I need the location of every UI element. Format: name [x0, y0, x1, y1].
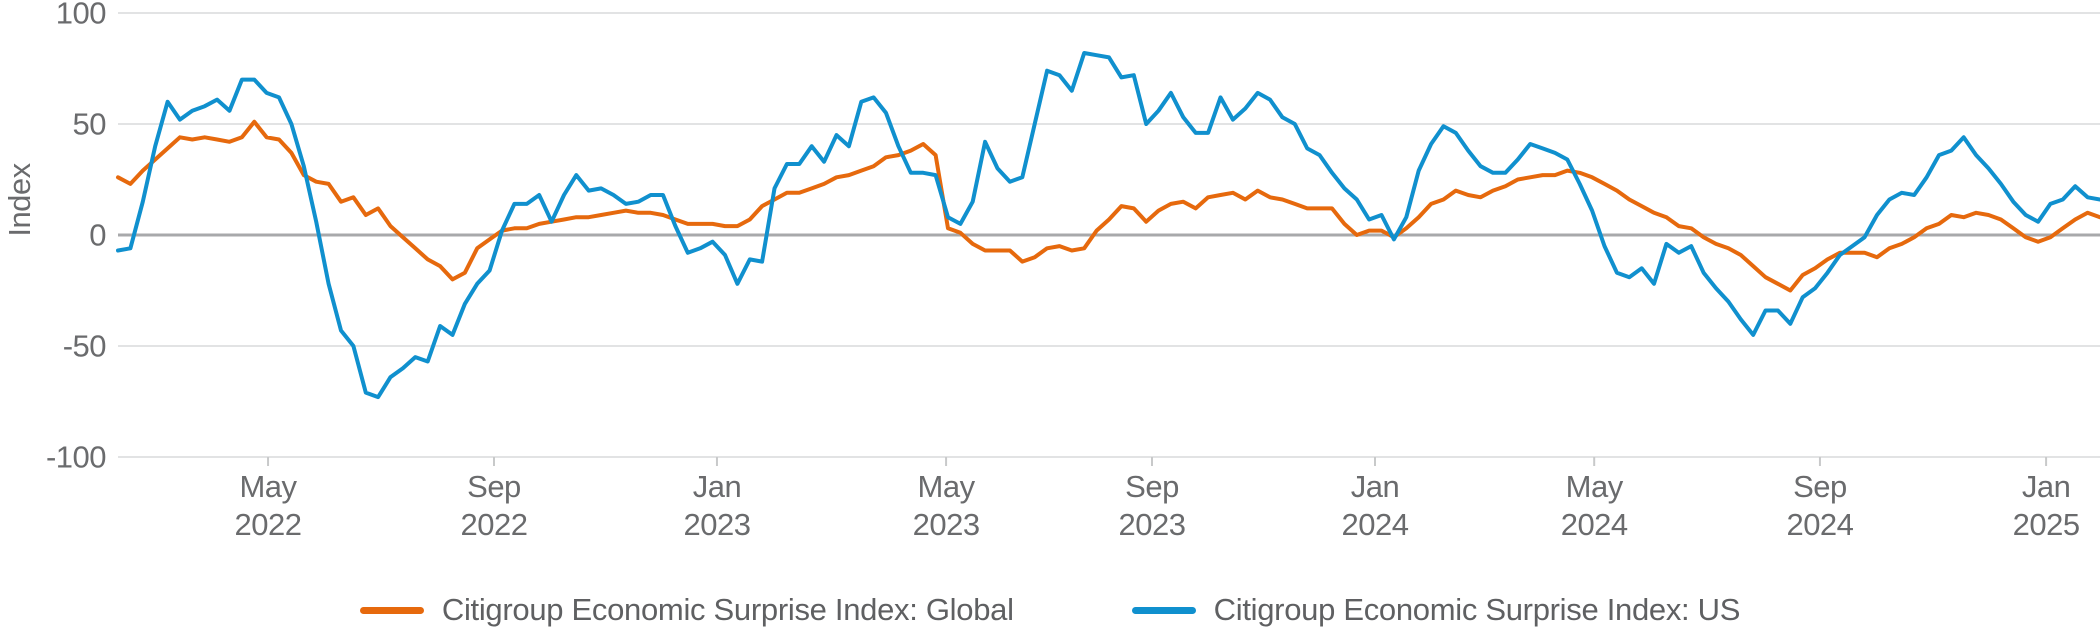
legend-swatch [359, 606, 424, 614]
legend-item-us: Citigroup Economic Surprise Index: US [1131, 592, 1741, 628]
x-axis-month-label: Sep [467, 469, 521, 504]
y-axis-tick-label: 100 [56, 0, 106, 31]
x-axis-month-label: Sep [1793, 469, 1847, 504]
x-axis-year-label: 2023 [913, 507, 980, 542]
x-axis-year-label: 2024 [1342, 507, 1409, 542]
x-axis-month-label: May [239, 469, 297, 504]
legend-label: Citigroup Economic Surprise Index: Globa… [441, 592, 1014, 627]
x-axis-year-label: 2024 [1561, 507, 1628, 542]
x-axis-year-label: 2023 [683, 507, 750, 542]
legend-label: Citigroup Economic Surprise Index: US [1213, 592, 1741, 627]
x-axis-year-label: 2022 [235, 507, 302, 542]
y-axis-tick-label: -50 [63, 329, 107, 364]
chart-legend: Citigroup Economic Surprise Index: Globa… [0, 592, 2100, 628]
x-axis-year-label: 2022 [461, 507, 528, 542]
x-axis-month-label: May [1566, 469, 1624, 504]
legend-item-global: Citigroup Economic Surprise Index: Globa… [359, 592, 1014, 628]
x-axis-year-label: 2025 [2013, 507, 2080, 542]
series-line-us [116, 51, 2100, 400]
y-axis-title: Index [2, 162, 37, 236]
x-axis-year-label: 2023 [1119, 507, 1186, 542]
x-axis-month-label: Jan [693, 469, 741, 504]
y-axis-tick-label: -100 [46, 440, 106, 475]
y-axis-tick-label: 0 [89, 218, 106, 253]
y-axis-tick-label: 50 [73, 107, 107, 142]
x-axis-month-label: Jan [1351, 469, 1399, 504]
legend-swatch [1131, 606, 1196, 614]
x-axis-year-label: 2024 [1786, 507, 1853, 542]
series-line-global [116, 119, 2100, 293]
x-axis-month-label: Jan [2022, 469, 2070, 504]
x-axis-month-label: Sep [1125, 469, 1179, 504]
x-axis-month-label: May [918, 469, 976, 504]
